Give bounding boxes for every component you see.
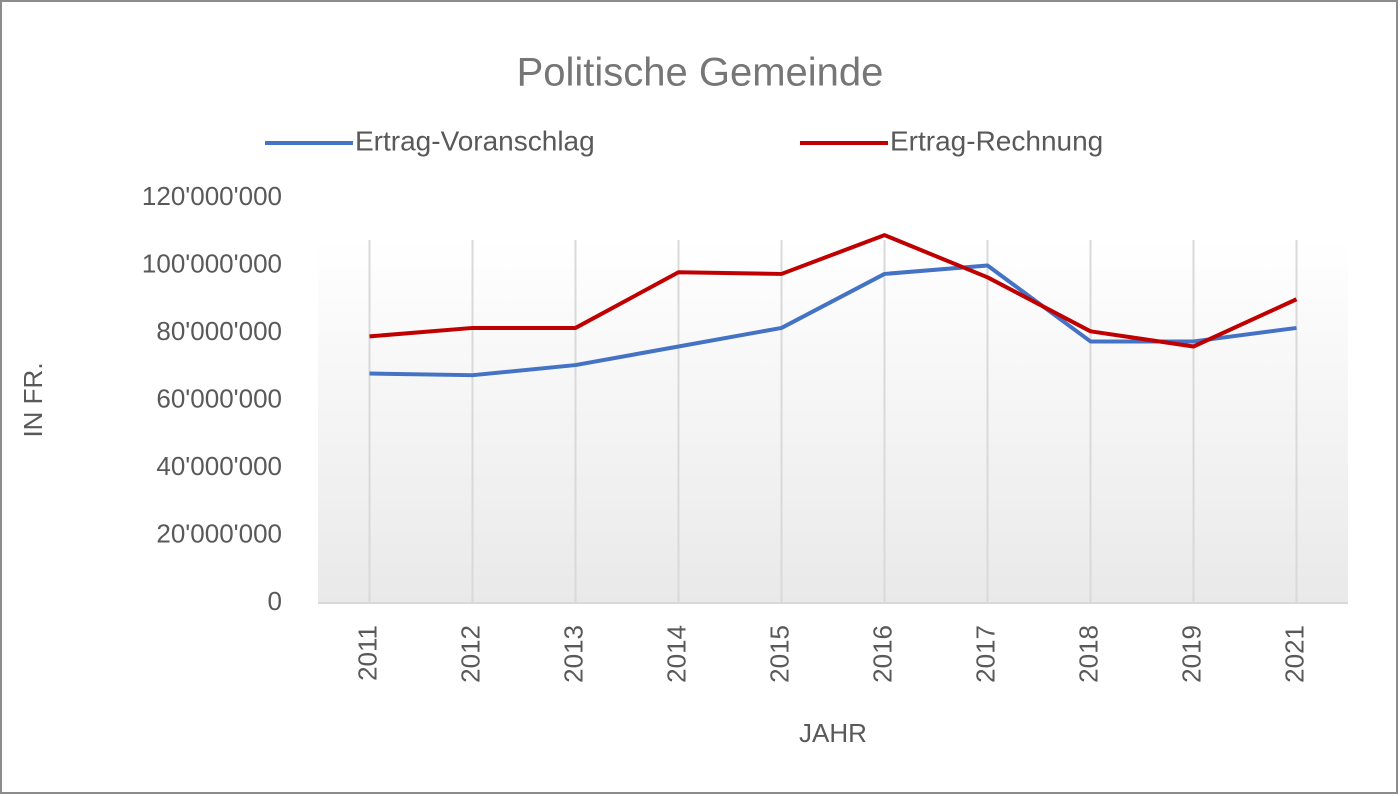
chart-title: Politische Gemeinde [517, 51, 884, 95]
y-axis-label: IN FR. [18, 362, 48, 437]
series-line [369, 263, 1297, 378]
x-tick-label: 2016 [867, 625, 897, 683]
y-tick-label: 0 [268, 586, 282, 616]
x-tick-label: 2019 [1176, 625, 1206, 683]
x-axis-label: JAHR [799, 718, 867, 748]
series-line [369, 233, 1298, 349]
x-tick-label: 2021 [1279, 625, 1309, 683]
x-tick-label: 2017 [970, 625, 1000, 683]
x-tick-label: 2013 [558, 625, 588, 683]
x-tick-label: 2014 [661, 625, 691, 683]
x-tick-label: 2011 [352, 625, 382, 681]
y-tick-label: 20'000'000 [156, 518, 282, 548]
x-tick-label: 2015 [764, 625, 794, 683]
y-tick-label: 100'000'000 [142, 248, 282, 278]
y-tick-label: 120'000'000 [142, 181, 282, 211]
legend-label: Ertrag-Rechnung [890, 125, 1103, 156]
x-tick-label: 2018 [1073, 625, 1103, 683]
legend-label: Ertrag-Voranschlag [355, 125, 595, 156]
y-tick-label: 40'000'000 [156, 451, 282, 481]
y-tick-label: 80'000'000 [156, 316, 282, 346]
x-tick-label: 2012 [455, 625, 485, 683]
y-tick-label: 60'000'000 [156, 383, 282, 413]
